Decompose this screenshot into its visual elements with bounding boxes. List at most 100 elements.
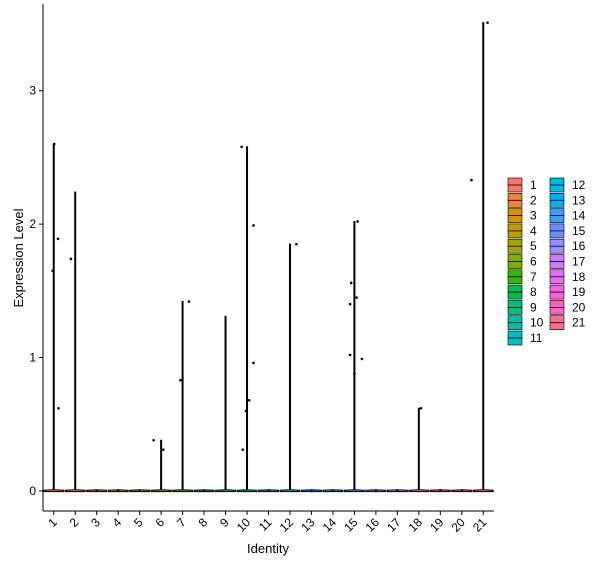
y-tick-label: 1 bbox=[29, 351, 36, 365]
violin-15 bbox=[343, 220, 365, 493]
x-tick-label: 18 bbox=[406, 515, 426, 535]
legend-label: 9 bbox=[530, 300, 537, 314]
data-point bbox=[252, 361, 255, 365]
data-point bbox=[240, 145, 243, 149]
violin-14 bbox=[322, 489, 344, 493]
data-point bbox=[244, 409, 248, 413]
x-tick-label: 1 bbox=[45, 515, 60, 530]
legend-label: 16 bbox=[572, 239, 586, 253]
plot-area bbox=[43, 21, 494, 493]
x-tick-label: 6 bbox=[153, 515, 168, 530]
violin-6 bbox=[150, 439, 172, 493]
data-point bbox=[360, 357, 364, 361]
violin-13 bbox=[300, 489, 322, 493]
data-point bbox=[470, 178, 473, 182]
data-point bbox=[241, 448, 245, 451]
x-tick-label: 2 bbox=[67, 515, 82, 530]
x-tick-label: 17 bbox=[384, 515, 404, 535]
violin-11 bbox=[258, 489, 279, 493]
y-tick-label: 2 bbox=[29, 217, 36, 231]
x-tick-label: 14 bbox=[320, 515, 340, 535]
violin-5 bbox=[129, 489, 151, 493]
legend-label: 13 bbox=[572, 193, 586, 207]
data-point bbox=[348, 353, 352, 357]
violin-18 bbox=[408, 407, 430, 493]
violin-8 bbox=[193, 489, 215, 493]
data-point bbox=[187, 300, 191, 303]
data-point bbox=[295, 242, 298, 246]
y-axis: 0 1 2 3 bbox=[29, 4, 44, 511]
legend-label: 15 bbox=[572, 224, 586, 238]
data-point bbox=[419, 406, 423, 410]
y-tick-label: 0 bbox=[29, 484, 36, 498]
x-tick-label: 7 bbox=[174, 515, 189, 530]
legend-label: 18 bbox=[572, 270, 586, 284]
data-point bbox=[52, 142, 56, 146]
violin-7 bbox=[172, 301, 194, 493]
data-point bbox=[486, 21, 489, 24]
legend-label: 19 bbox=[572, 285, 586, 299]
legend-label: 2 bbox=[530, 193, 537, 207]
violin-12 bbox=[279, 243, 301, 493]
legend-label: 20 bbox=[572, 300, 586, 314]
data-point bbox=[355, 296, 358, 299]
x-tick-label: 5 bbox=[131, 515, 146, 530]
legend-label: 14 bbox=[572, 209, 586, 223]
legend-label: 5 bbox=[530, 239, 537, 253]
legend-label: 17 bbox=[572, 255, 586, 269]
violin-1 bbox=[43, 143, 65, 493]
x-tick-label: 12 bbox=[277, 515, 297, 535]
data-point bbox=[353, 372, 356, 375]
x-tick-label: 10 bbox=[234, 515, 254, 535]
legend-label: 7 bbox=[530, 270, 537, 284]
x-tick-label: 13 bbox=[298, 515, 318, 535]
x-tick-label: 20 bbox=[449, 515, 469, 535]
data-point bbox=[179, 378, 182, 382]
violin-16 bbox=[365, 489, 387, 493]
data-point bbox=[56, 237, 60, 241]
data-point bbox=[252, 224, 255, 227]
violin-2 bbox=[64, 191, 86, 493]
violin-4 bbox=[107, 489, 129, 493]
x-axis: 1 2 3 4 5 6 7 8 9 10 11 12 13 14 15 16 17 18 19 20 21 bbox=[43, 510, 494, 535]
x-axis-title: Identity bbox=[247, 541, 289, 556]
x-tick-label: 21 bbox=[470, 515, 490, 535]
y-axis-title: Expression Level bbox=[11, 208, 26, 307]
violin-10 bbox=[236, 146, 258, 493]
legend-label: 4 bbox=[530, 224, 537, 238]
x-tick-label: 8 bbox=[196, 515, 211, 530]
data-point bbox=[51, 269, 54, 273]
x-tick-label: 3 bbox=[88, 515, 103, 530]
violin-21 bbox=[472, 22, 494, 493]
violin-20 bbox=[451, 489, 473, 493]
legend-label: 3 bbox=[530, 209, 537, 223]
legend-label: 21 bbox=[572, 316, 586, 330]
legend-label: 12 bbox=[572, 178, 586, 192]
violin-3 bbox=[86, 489, 108, 493]
x-tick-label: 15 bbox=[341, 515, 361, 535]
data-point bbox=[356, 220, 359, 223]
data-point bbox=[349, 281, 353, 285]
x-tick-label: 11 bbox=[256, 515, 275, 534]
x-tick-label: 4 bbox=[110, 515, 125, 530]
legend-label: 1 bbox=[530, 178, 537, 192]
data-point bbox=[57, 406, 60, 410]
legend-label: 11 bbox=[530, 331, 543, 345]
violin-9 bbox=[215, 315, 237, 493]
data-point bbox=[152, 438, 155, 442]
violin-19 bbox=[429, 489, 451, 493]
violin-17 bbox=[386, 489, 408, 493]
x-tick-label: 19 bbox=[427, 515, 447, 535]
legend-label: 8 bbox=[530, 285, 537, 299]
y-tick-label: 3 bbox=[29, 84, 36, 98]
data-point bbox=[348, 302, 352, 306]
x-tick-label: 9 bbox=[217, 515, 232, 530]
data-point bbox=[247, 398, 251, 402]
legend-label: 10 bbox=[530, 316, 544, 330]
legend-label: 6 bbox=[530, 255, 537, 269]
x-tick-label: 16 bbox=[363, 515, 383, 535]
data-point bbox=[69, 257, 73, 261]
data-point bbox=[161, 448, 165, 451]
